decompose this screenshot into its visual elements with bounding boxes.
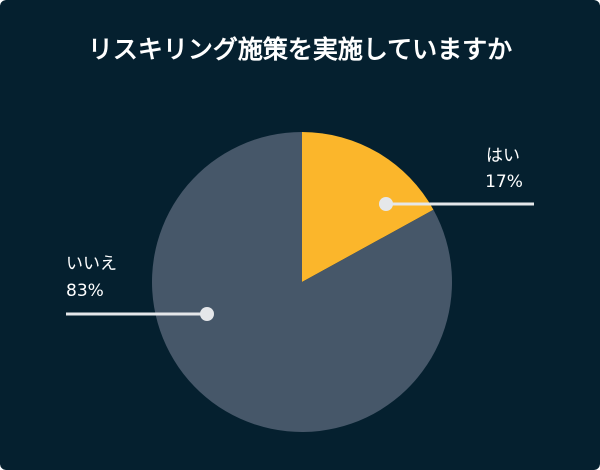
slice-label-yes: はい: [486, 146, 520, 166]
pie-slice-no: [152, 132, 453, 432]
pie-slices: [152, 132, 453, 432]
callout-yes: はい 17%: [379, 146, 534, 211]
leader-dot-yes: [379, 197, 393, 211]
leader-dot-no: [200, 307, 214, 321]
slice-value-no: 83%: [66, 281, 104, 301]
pie-slice-yes: [302, 132, 434, 282]
slice-value-yes: 17%: [485, 172, 523, 192]
chart-title: リスキリング施策を実施していますか: [88, 35, 512, 64]
slice-label-no: いいえ: [66, 254, 117, 274]
callout-no: いいえ 83%: [66, 254, 214, 321]
